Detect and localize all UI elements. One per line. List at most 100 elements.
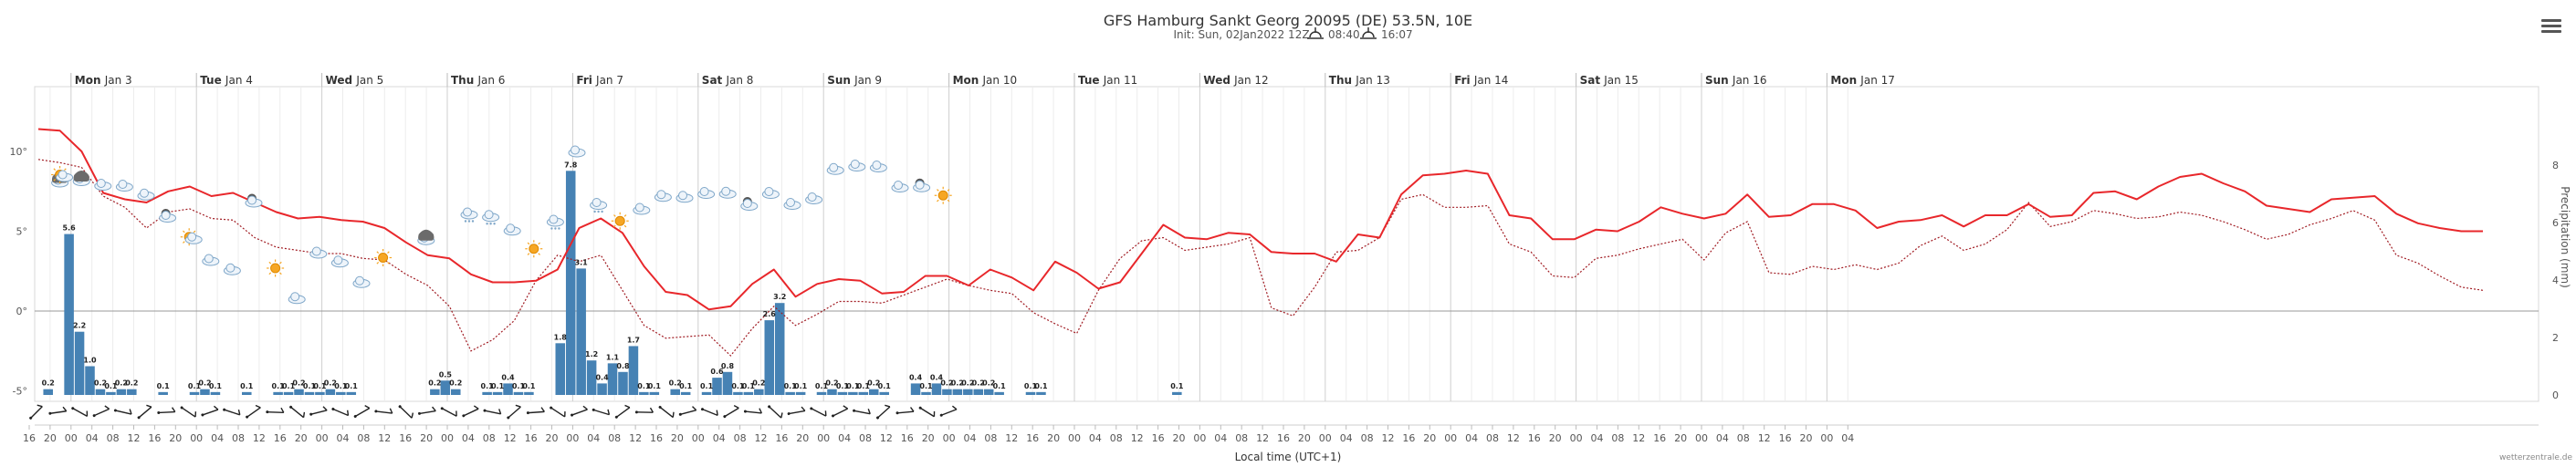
precip-bar [492, 391, 503, 395]
wind-barb [309, 406, 328, 416]
precip-label: 0.1 [1034, 382, 1048, 390]
x-tick-label: 08 [1361, 432, 1374, 444]
wind-barb [658, 405, 675, 419]
y-left-tick: -5° [13, 386, 27, 398]
precip-label: 0.2 [94, 379, 107, 388]
precip-bar [576, 268, 586, 395]
wind-barb [137, 404, 152, 420]
wind-barb [918, 406, 936, 418]
precip-bar [451, 389, 461, 395]
x-tick-label: 16 [1026, 432, 1039, 444]
precip-bar [628, 346, 639, 395]
wind-barb [939, 405, 958, 417]
precip-label: 0.1 [303, 382, 317, 390]
precip-label: 0.1 [240, 382, 254, 390]
wind-barb [483, 409, 502, 415]
x-tick-label: 04 [713, 432, 726, 444]
day-label: Wed Jan 12 [1203, 74, 1268, 87]
precip-bar [597, 383, 607, 395]
precip-label: 0.1 [313, 382, 327, 390]
x-tick-label: 00 [692, 432, 705, 444]
precip-label: 0.4 [501, 373, 515, 381]
x-tick-label: 04 [838, 432, 851, 444]
plot-frame [34, 86, 2539, 402]
x-tick-label: 12 [1507, 432, 1520, 444]
wind-barb [787, 406, 806, 416]
x-tick-label: 04 [1841, 432, 1854, 444]
precip-label: 0.1 [334, 382, 348, 390]
precip-bar [1036, 391, 1046, 395]
x-tick-label: 20 [1423, 432, 1436, 444]
precip-label: 0.1 [742, 382, 756, 390]
precip-bar [910, 383, 921, 395]
precip-bar [618, 371, 628, 395]
precip-bar [440, 380, 451, 395]
precip-bar [722, 371, 733, 395]
wind-barb [266, 407, 285, 414]
precip-label: 0.8 [616, 362, 630, 370]
precip-bar [524, 391, 534, 395]
x-tick-label: 12 [1382, 432, 1395, 444]
wind-barbs [29, 404, 958, 420]
precip-label: 0.1 [272, 382, 286, 390]
precip-label: 1.8 [554, 333, 568, 341]
snow-cloud-icon [590, 198, 608, 213]
x-tick-label: 12 [1632, 432, 1645, 444]
wind-barb [331, 407, 350, 417]
day-label: Sat Jan 8 [702, 74, 754, 87]
wind-barb [157, 407, 176, 414]
x-tick-label: 16 [1653, 432, 1666, 444]
precip-label: 0.2 [125, 379, 138, 388]
sun-cloud-icon [51, 166, 74, 183]
cloud-icon [761, 187, 780, 199]
y-axes: 10° 5° 0° -5° 8 6 4 2 0 Precipitation (mm) [10, 146, 2572, 401]
x-axis-label: Local time (UTC+1) [1235, 451, 1342, 463]
precip-bar [127, 389, 137, 395]
x-tick-label: 16 [525, 432, 538, 444]
chart-menu-button[interactable] [2541, 16, 2561, 36]
x-tick-label: 20 [44, 432, 57, 444]
wind-barb [418, 406, 436, 415]
precip-label: 0.1 [637, 382, 651, 390]
x-tick-label: 20 [796, 432, 809, 444]
dewpoint-line [37, 159, 2484, 357]
precip-bar [283, 391, 294, 395]
cloud-icon [94, 179, 112, 191]
precip-bar [95, 389, 106, 395]
x-tick-label: 00 [316, 432, 329, 444]
x-tick-label: 12 [880, 432, 893, 444]
precip-bar [482, 391, 492, 395]
cloud-icon [288, 292, 306, 305]
x-tick-label: 20 [1674, 432, 1687, 444]
temperature-lines [37, 128, 2484, 357]
precip-label: 2.2 [73, 322, 86, 330]
precip-label: 0.1 [731, 382, 745, 390]
precip-label: 0.1 [345, 382, 359, 390]
day-label: Tue Jan 11 [1078, 74, 1137, 87]
snow-cloud-icon [482, 210, 500, 225]
x-tick-label: 08 [1611, 432, 1624, 444]
cloud-icon [202, 254, 220, 266]
weather-icons [51, 145, 952, 305]
day-label: Sun Jan 16 [1705, 74, 1767, 87]
cloud-icon [330, 255, 349, 268]
x-tick-label: 04 [1214, 432, 1227, 444]
precip-bar [503, 383, 513, 395]
precip-label: 0.2 [449, 379, 462, 388]
precip-label: 0.8 [721, 362, 735, 370]
x-tick-label: 08 [232, 432, 245, 444]
precip-label: 0.1 [491, 382, 505, 390]
precip-label: 0.1 [794, 382, 808, 390]
precip-bar [670, 389, 680, 395]
wind-barb [113, 409, 132, 415]
x-tick-label: 04 [1716, 432, 1729, 444]
cloud-icon [309, 246, 328, 259]
x-tick-label: 08 [107, 432, 120, 444]
precip-label: 0.2 [940, 379, 953, 388]
x-tick-label: 08 [1110, 432, 1123, 444]
day-label: Mon Jan 3 [75, 74, 132, 87]
moon-cloud-icon [245, 193, 263, 208]
precip-label: 0.1 [157, 382, 171, 390]
precip-label: 0.1 [815, 382, 829, 390]
